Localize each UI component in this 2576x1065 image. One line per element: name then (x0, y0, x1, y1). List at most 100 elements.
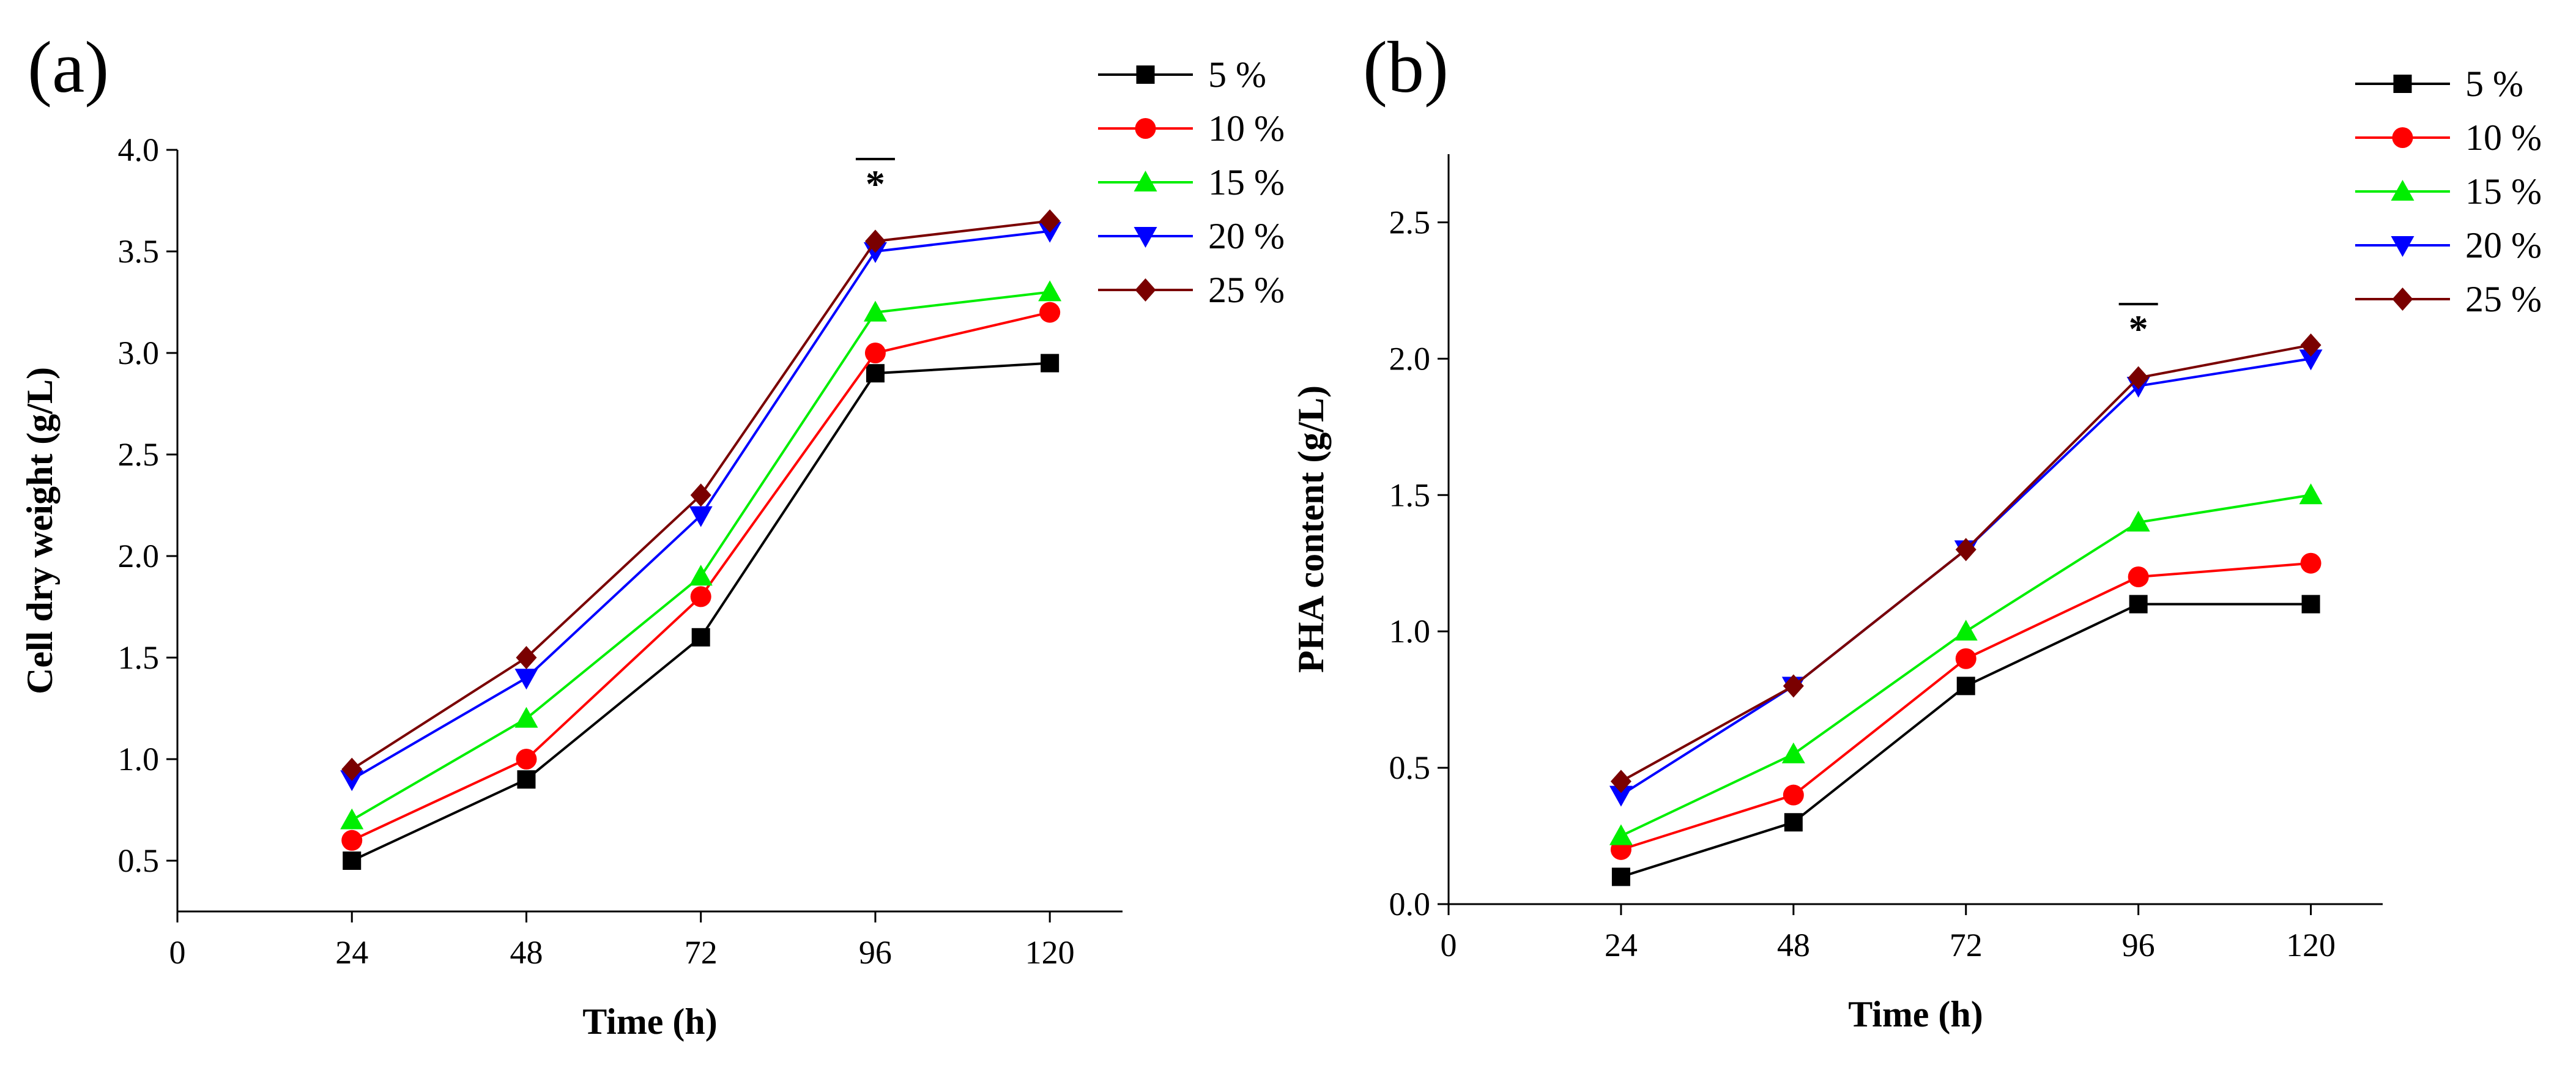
series-line (1620, 562, 2311, 851)
x-axis-title: Time (h) (582, 1001, 718, 1042)
data-point (689, 565, 713, 586)
y-tick-label: 2.0 (1389, 340, 1431, 377)
y-axis-title: Cell dry weight (g/L) (20, 367, 60, 694)
y-tick-label: 2.5 (1389, 204, 1431, 240)
x-tick-label: 120 (1025, 934, 1075, 971)
y-tick-label: 3.5 (118, 233, 160, 270)
panel-b: (b) 0 24 48 72 96 120 0.0 0.5 1.0 1.5 2.0 2.5 Time (h… (1291, 26, 2542, 1034)
legend-label: 15 % (2465, 171, 2542, 212)
y-tick-label: 0.0 (1389, 886, 1431, 922)
data-point (1038, 280, 1062, 302)
x-tick-label: 0 (1441, 927, 1457, 963)
data-point (864, 229, 886, 253)
series-line (351, 291, 1050, 822)
legend-marker (1135, 118, 1156, 139)
legend-marker (2391, 236, 2415, 257)
x-tick-label: 72 (1950, 927, 1983, 963)
data-point (340, 808, 364, 829)
legend-marker (2393, 75, 2412, 93)
x-tick-label: 24 (1605, 927, 1638, 963)
data-point (2128, 366, 2149, 390)
panel-label: (b) (1363, 26, 1449, 108)
y-tick-label: 1.0 (1389, 613, 1431, 650)
series-line (1620, 603, 2311, 878)
y-tick-label: 2.5 (118, 436, 160, 473)
data-point (691, 628, 710, 647)
data-point (516, 749, 537, 770)
data-point (2300, 552, 2322, 574)
legend-marker (1135, 278, 1156, 302)
y-tick-label: 1.5 (1389, 477, 1431, 513)
data-point (1954, 620, 1978, 641)
legend-label: 25 % (2465, 279, 2542, 319)
legend-label: 10 % (2465, 117, 2542, 158)
x-tick-label: 24 (335, 934, 368, 971)
legend-marker (2391, 180, 2415, 201)
data-point (2301, 595, 2320, 614)
legend-label: 5 % (2465, 64, 2523, 104)
data-point (2299, 349, 2323, 371)
data-point (863, 300, 887, 322)
legend-label: 20 % (1208, 216, 1285, 256)
data-point (516, 646, 537, 669)
data-point (1609, 824, 1633, 845)
data-point (1610, 770, 1631, 793)
data-point (1041, 354, 1060, 373)
data-point (341, 829, 363, 851)
panel-label: (a) (28, 26, 109, 108)
y-tick-label: 3.0 (118, 335, 160, 371)
y-tick-label: 1.5 (118, 639, 160, 676)
legend-marker (2392, 127, 2413, 148)
data-point (690, 483, 711, 507)
data-point (1039, 209, 1061, 233)
y-axis-title: PHA content (g/L) (1291, 385, 1331, 673)
legend-label: 20 % (2465, 225, 2542, 265)
data-point (1955, 538, 1977, 562)
data-point (1039, 302, 1061, 323)
data-point (1611, 867, 1630, 886)
series-line (351, 362, 1050, 862)
legend-marker (1134, 171, 1157, 191)
legend-label: 25 % (1208, 270, 1285, 310)
data-point (1955, 648, 1977, 669)
data-point (514, 707, 538, 728)
series-line (1620, 344, 2311, 783)
data-point (517, 770, 536, 789)
x-tick-label: 48 (1777, 927, 1810, 963)
data-point (690, 586, 711, 607)
data-point (864, 343, 886, 363)
data-point (1783, 784, 1804, 806)
data-point (2126, 510, 2150, 532)
x-tick-label: 0 (169, 934, 186, 971)
significance-star: * (866, 162, 885, 206)
legend-label: 15 % (1208, 162, 1285, 202)
series-line (1620, 357, 2311, 796)
data-point (514, 669, 538, 690)
legend-marker (1136, 65, 1155, 84)
x-tick-label: 120 (2286, 927, 2336, 963)
x-axis-title: Time (h) (1848, 994, 1983, 1034)
data-point (2128, 566, 2149, 588)
legend-marker (2392, 288, 2413, 311)
y-tick-label: 0.5 (118, 842, 160, 879)
data-point (1781, 742, 1805, 763)
x-tick-label: 96 (2122, 927, 2155, 963)
data-point (1783, 674, 1804, 698)
data-point (689, 506, 713, 527)
data-point (1609, 785, 1633, 807)
y-tick-label: 0.5 (1389, 749, 1431, 786)
data-point (1956, 677, 1975, 696)
data-point (866, 364, 885, 383)
legend-label: 10 % (1208, 108, 1285, 149)
x-tick-label: 48 (510, 934, 543, 971)
data-point (2129, 595, 2148, 614)
y-tick-label: 1.0 (118, 741, 160, 777)
y-tick-label: 4.0 (118, 132, 160, 168)
x-tick-label: 72 (685, 934, 718, 971)
y-tick-label: 2.0 (118, 538, 160, 574)
x-tick-label: 96 (859, 934, 892, 971)
data-point (1784, 813, 1803, 832)
legend-marker (1134, 227, 1157, 248)
data-point (341, 757, 363, 781)
